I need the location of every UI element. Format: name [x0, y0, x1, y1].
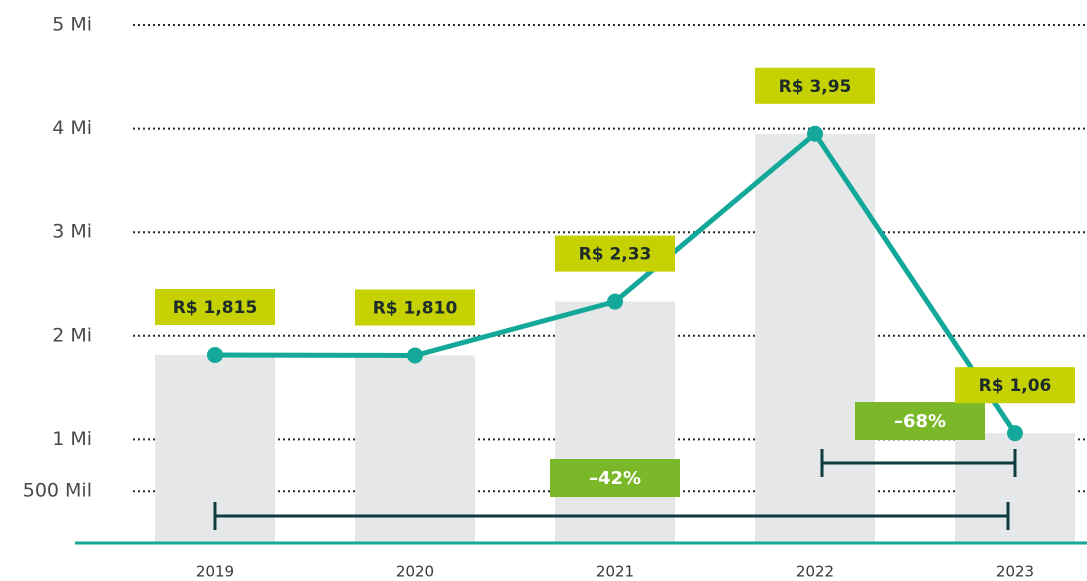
x-tick-label: 2023 — [996, 563, 1034, 581]
value-label-box — [955, 367, 1075, 404]
x-tick-label: 2020 — [396, 563, 434, 581]
annotation-box — [550, 459, 680, 497]
value-label: R$ 1,815 — [173, 298, 258, 318]
y-tick-label: 500 Mil — [23, 480, 92, 502]
bar — [355, 355, 475, 543]
annotation: –42% — [589, 468, 641, 489]
value-label: R$ 1,06 — [979, 376, 1052, 396]
point — [607, 293, 623, 310]
point — [807, 125, 823, 142]
point — [207, 346, 223, 363]
x-tick-label: 2019 — [196, 563, 234, 581]
value-label-box — [155, 288, 275, 325]
y-tick-label: 2 Mi — [52, 324, 92, 346]
point — [1007, 425, 1023, 442]
value-label: R$ 2,33 — [579, 245, 652, 265]
value-label-box — [555, 235, 675, 272]
bar — [555, 301, 675, 543]
x-tick-label: 2021 — [596, 563, 634, 581]
value-label: R$ 3,95 — [779, 77, 852, 97]
value-label-box — [755, 67, 875, 104]
y-tick-label: 3 Mi — [52, 221, 92, 243]
annotation: –68% — [894, 411, 946, 432]
x-tick-label: 2022 — [796, 563, 834, 581]
bar — [755, 133, 875, 543]
y-tick-label: 1 Mi — [52, 428, 92, 450]
value-label-box — [355, 289, 475, 326]
value-label: R$ 1,810 — [373, 298, 458, 318]
y-tick-label: 4 Mi — [52, 117, 92, 139]
y-tick-label: 5 Mi — [52, 14, 92, 36]
point — [407, 347, 423, 364]
annotation-box — [855, 402, 985, 440]
